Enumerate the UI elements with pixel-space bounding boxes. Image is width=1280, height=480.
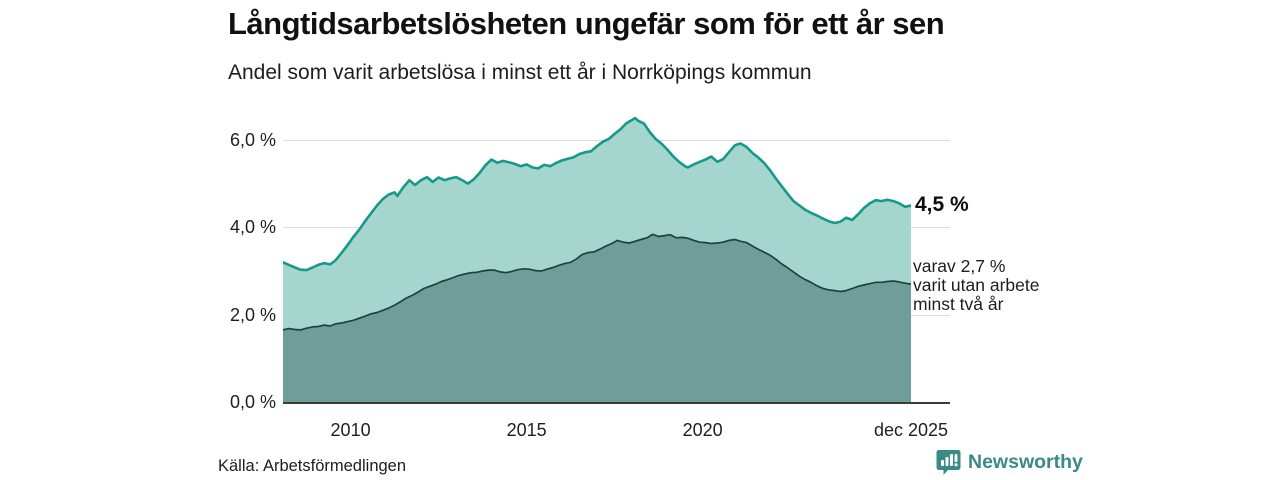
y-tick-label: 0,0 % <box>229 392 276 412</box>
chart-subtitle: Andel som varit arbetslösa i minst ett å… <box>228 61 812 84</box>
series2-end-value-label: varav 2,7 % varit utan arbete minst två … <box>913 256 1040 314</box>
newsworthy-logo: Newsworthy <box>936 449 1083 476</box>
x-tick-label: 2020 <box>682 420 723 440</box>
y-tick-label: 6,0 % <box>229 129 276 150</box>
y-tick-label: 2,0 % <box>229 304 276 325</box>
series-1-line <box>283 116 911 272</box>
x-tick-label: 2015 <box>506 420 547 440</box>
brand-name: Newsworthy <box>968 451 1083 473</box>
series-2-area <box>283 234 911 402</box>
x-axis-line <box>283 402 950 404</box>
y-tick-label: 4,0 % <box>229 217 276 238</box>
bar-chart-speech-bubble-icon <box>936 450 961 475</box>
chart-title: Långtidsarbetslösheten ungefär som för e… <box>228 6 945 41</box>
unemployment-area-chart <box>283 116 911 402</box>
x-tick-label: dec 2025 <box>873 420 949 440</box>
x-tick-label: 2010 <box>330 420 371 440</box>
series1-end-value-label: 4,5 % <box>915 193 969 216</box>
source-caption: Källa: Arbetsförmedlingen <box>218 457 407 475</box>
series-2-line <box>283 233 911 331</box>
